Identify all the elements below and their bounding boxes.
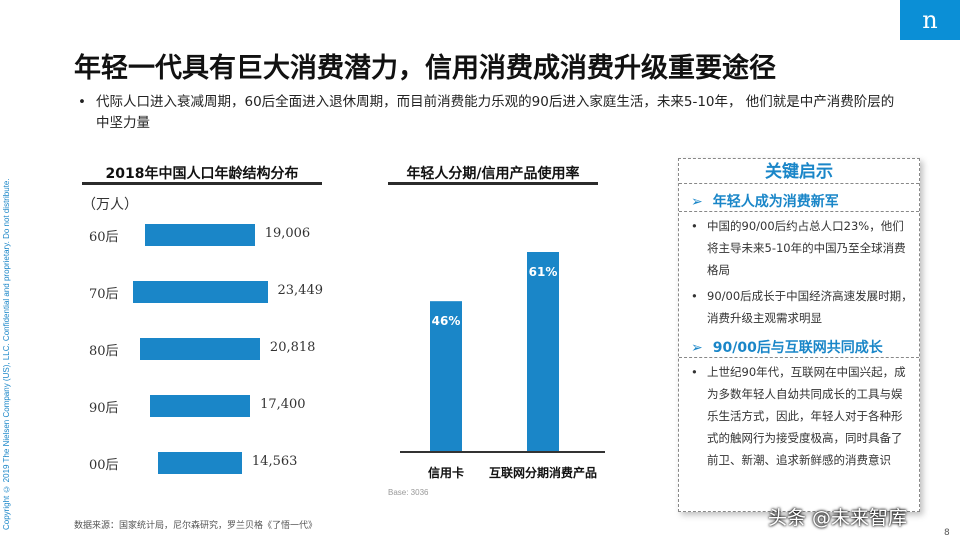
bullet-dot-icon: •: [78, 94, 86, 110]
credit-chart-title: 年轻人分期/信用产品使用率: [406, 166, 580, 182]
credit-bar: [527, 252, 559, 452]
intro-bullet: • 代际人口进入衰减周期，60后全面进入退休周期，而目前消费能力乐观的90后进入…: [78, 92, 898, 134]
bullet-dot-icon: •: [691, 219, 698, 233]
page-title: 年轻一代具有巨大消费潜力，信用消费成消费升级重要途径: [74, 53, 776, 84]
population-category-label: 80后: [89, 344, 119, 359]
base-note: Base: 3036: [388, 488, 429, 497]
population-value-label: 20,818: [269, 340, 316, 355]
page-number: 8: [944, 528, 950, 538]
insight-heading-1: ➢ 年轻人成为消费新军: [691, 191, 839, 211]
insight-heading-2-divider: [679, 357, 919, 358]
credit-category-label: 信用卡: [428, 465, 464, 480]
population-bar: [132, 281, 268, 303]
credit-chart-rule: [388, 182, 598, 185]
key-insights-divider: [679, 183, 919, 184]
bullet-dot-icon: •: [691, 289, 698, 303]
insight-item-text: 上世纪90年代，互联网在中国兴起，成为多数年轻人自幼共同成长的工具与娱乐生活方式…: [707, 365, 906, 467]
insight-heading-2: ➢ 90/00后与互联网共同成长: [691, 337, 883, 357]
credit-bar-chart-svg: 46% 信用卡 61% 互联网分期消费产品: [400, 252, 605, 480]
credit-bar-value-label: 46%: [432, 314, 461, 328]
population-chart-rule: [82, 182, 322, 185]
insight-item-text: 中国的90/00后约占总人口23%，他们将主导未来5-10年的中国乃至全球消费格…: [707, 219, 906, 277]
intro-bullet-text: 代际人口进入衰减周期，60后全面进入退休周期，而目前消费能力乐观的90后进入家庭…: [96, 94, 895, 131]
population-bar-row: 60后 19,006: [0, 224, 340, 246]
insight-item-text: 90/00后成长于中国经济高速发展时期，消费升级主观需求明显: [707, 289, 913, 325]
watermark: 头条 @未来智库: [768, 507, 908, 529]
key-insights-title: 关键启示: [765, 162, 833, 182]
population-value-label: 19,006: [264, 226, 311, 241]
population-bar-row: 00后 14,563: [0, 452, 340, 474]
nielsen-logo: n: [900, 0, 960, 40]
population-value-label: 23,449: [277, 283, 324, 298]
arrow-right-icon: ➢: [691, 340, 703, 356]
credit-bar: [430, 301, 462, 452]
population-bar-row: 90后 17,400: [0, 395, 340, 417]
population-category-label: 90后: [89, 401, 119, 416]
population-category-label: 60后: [89, 230, 119, 245]
population-unit-label: （万人）: [82, 197, 138, 213]
credit-bar-value-label: 61%: [529, 265, 558, 279]
data-source-note: 数据来源：国家统计局，尼尔森研究，罗兰贝格《了悟一代》: [74, 521, 318, 531]
bullet-dot-icon: •: [691, 365, 698, 379]
key-insights-panel: 关键启示 ➢ 年轻人成为消费新军 • 中国的90/00后约占总人口23%，他们将主…: [678, 158, 920, 512]
population-chart-title: 2018年中国人口年龄结构分布: [105, 166, 299, 182]
population-value-label: 14,563: [251, 454, 298, 469]
population-category-label: 00后: [89, 458, 119, 473]
insight-heading-1-divider: [679, 211, 919, 212]
population-bar: [149, 395, 251, 417]
population-bar-row: 70后 23,449: [0, 281, 340, 303]
credit-category-label: 互联网分期消费产品: [489, 465, 597, 480]
population-bar: [140, 338, 260, 360]
insight-item: • 中国的90/00后约占总人口23%，他们将主导未来5-10年的中国乃至全球消…: [691, 215, 913, 281]
population-value-label: 17,400: [260, 397, 306, 412]
credit-bar-chart: 46% 信用卡 61% 互联网分期消费产品: [390, 190, 630, 494]
population-bar: [145, 224, 255, 246]
population-category-label: 70后: [89, 287, 119, 302]
population-bar: [158, 452, 242, 474]
insight-heading-1-text: 年轻人成为消费新军: [712, 194, 839, 210]
insight-heading-2-text: 90/00后与互联网共同成长: [712, 340, 883, 356]
insight-item: • 90/00后成长于中国经济高速发展时期，消费升级主观需求明显: [691, 285, 913, 329]
insight-item: • 上世纪90年代，互联网在中国兴起，成为多数年轻人自幼共同成长的工具与娱乐生活…: [691, 361, 913, 471]
population-bar-row: 80后 20,818: [0, 338, 340, 360]
arrow-right-icon: ➢: [691, 194, 703, 210]
